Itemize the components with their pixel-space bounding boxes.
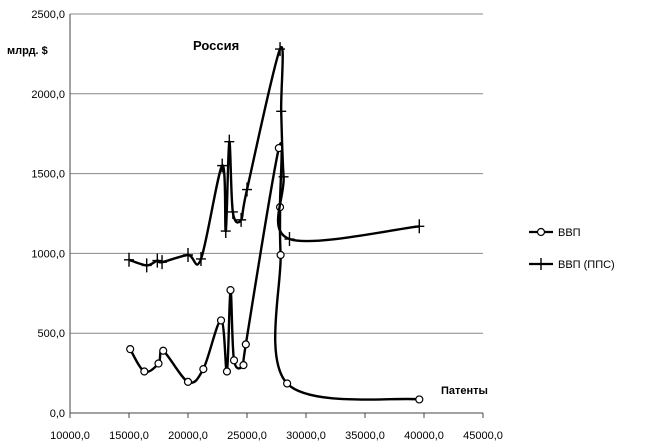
y-axis-label: млрд. $	[7, 45, 48, 57]
x-tick-label: 30000,0	[286, 430, 326, 442]
series-layer	[124, 42, 425, 404]
x-tick-label: 25000,0	[227, 430, 267, 442]
series-1	[124, 42, 425, 273]
legend-label-gdp-ppp: ВВП (ППС)	[558, 259, 615, 271]
legend-marker-gdp	[536, 227, 546, 237]
series-line	[129, 142, 420, 401]
y-tick-label: 1000,0	[31, 248, 65, 260]
data-point	[226, 286, 235, 295]
data-point	[140, 367, 149, 376]
y-tick-labels: 0,0 500,0 1000,0 1500,0 2000,0 2500,0	[31, 9, 65, 420]
axes	[69, 14, 484, 418]
data-point	[222, 367, 232, 376]
y-tick-label: 2500,0	[31, 9, 65, 21]
x-axis-label: Патенты	[441, 385, 488, 397]
data-point	[159, 346, 168, 355]
legend-item-gdp-ppp: ВВП (ППС)	[529, 258, 615, 271]
y-tick-label: 500,0	[37, 328, 65, 340]
data-point	[276, 104, 287, 119]
y-tick-label: 1500,0	[31, 169, 65, 181]
x-tick-label: 10000,0	[50, 430, 90, 442]
data-point	[216, 316, 226, 325]
data-point	[157, 255, 168, 270]
series-line	[128, 45, 420, 267]
data-point	[199, 365, 208, 374]
data-point	[124, 252, 134, 267]
y-tick-label: 2000,0	[31, 89, 65, 101]
series-0	[126, 142, 424, 404]
x-tick-labels: 10000,0 15000,0 20000,0 25000,0 30000,0 35000…	[50, 430, 503, 442]
x-tick-label: 20000,0	[168, 430, 208, 442]
data-point	[224, 134, 235, 149]
data-point	[276, 250, 285, 260]
data-point	[220, 224, 231, 239]
data-point	[415, 395, 424, 404]
data-point	[414, 219, 425, 234]
chart-title: Россия	[193, 38, 239, 53]
data-point	[275, 42, 286, 57]
data-point	[284, 232, 295, 247]
legend: ВВП ВВП (ППС)	[529, 227, 615, 271]
legend-label-gdp: ВВП	[558, 227, 581, 239]
data-point	[283, 379, 292, 388]
data-point	[154, 359, 163, 368]
data-point	[183, 377, 193, 386]
data-point	[141, 258, 152, 273]
data-point	[195, 251, 206, 266]
legend-item-gdp: ВВП	[529, 227, 581, 239]
gridlines	[70, 13, 483, 334]
data-point	[241, 340, 250, 349]
x-tick-label: 15000,0	[109, 430, 149, 442]
x-tick-label: 45000,0	[463, 430, 503, 442]
data-point	[227, 204, 238, 219]
data-point	[239, 361, 248, 370]
x-tick-label: 35000,0	[345, 430, 385, 442]
data-point	[217, 158, 228, 173]
x-tick-label: 40000,0	[404, 430, 444, 442]
data-point	[126, 345, 135, 354]
data-point	[278, 169, 289, 184]
data-point	[242, 182, 252, 197]
data-point	[236, 212, 247, 227]
data-point	[152, 253, 163, 268]
data-point	[183, 247, 193, 262]
y-tick-label: 0,0	[50, 408, 65, 420]
data-point	[229, 356, 239, 365]
